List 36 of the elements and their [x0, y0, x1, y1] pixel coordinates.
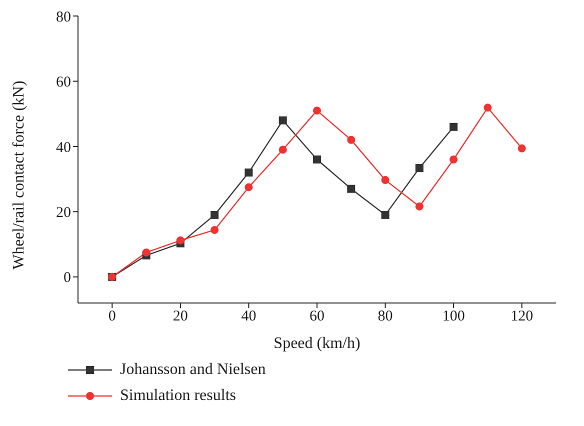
point: [278, 146, 287, 154]
x-tick-label: 20: [172, 308, 188, 325]
point: [176, 236, 184, 244]
point: [210, 210, 219, 219]
point: [484, 104, 492, 112]
y-tick-label: 40: [56, 140, 71, 156]
point: [347, 184, 356, 193]
legend-label: Johansson and Nielsen: [120, 361, 266, 379]
point: [518, 144, 526, 152]
point: [278, 116, 287, 124]
y-axis-title: Wheel/rail contact force (kN): [10, 80, 28, 270]
x-tick-label: 100: [442, 308, 465, 325]
x-tick-label: 80: [378, 308, 393, 325]
y-tick-label: 20: [56, 205, 71, 222]
x-tick-label: 0: [108, 308, 116, 325]
x-axis-title: Speed (km/h): [274, 335, 360, 352]
legend-label: Simulation results: [120, 387, 236, 405]
point: [210, 226, 219, 234]
point: [244, 168, 253, 177]
point: [347, 136, 356, 144]
point: [415, 164, 424, 172]
x-tick-label: 60: [310, 308, 324, 325]
x-tick-label: 120: [510, 308, 534, 325]
y-tick-label: 0: [64, 270, 71, 286]
point: [381, 176, 390, 184]
point: [415, 202, 424, 210]
y-tick-label: 60: [56, 74, 71, 91]
point: [450, 156, 458, 164]
point: [244, 183, 253, 192]
point: [450, 122, 458, 131]
point: [313, 106, 321, 115]
x-tick-label: 40: [241, 308, 256, 325]
point: [142, 248, 150, 256]
point: [313, 156, 321, 164]
y-tick-label: 80: [56, 9, 71, 26]
point: [381, 210, 390, 219]
